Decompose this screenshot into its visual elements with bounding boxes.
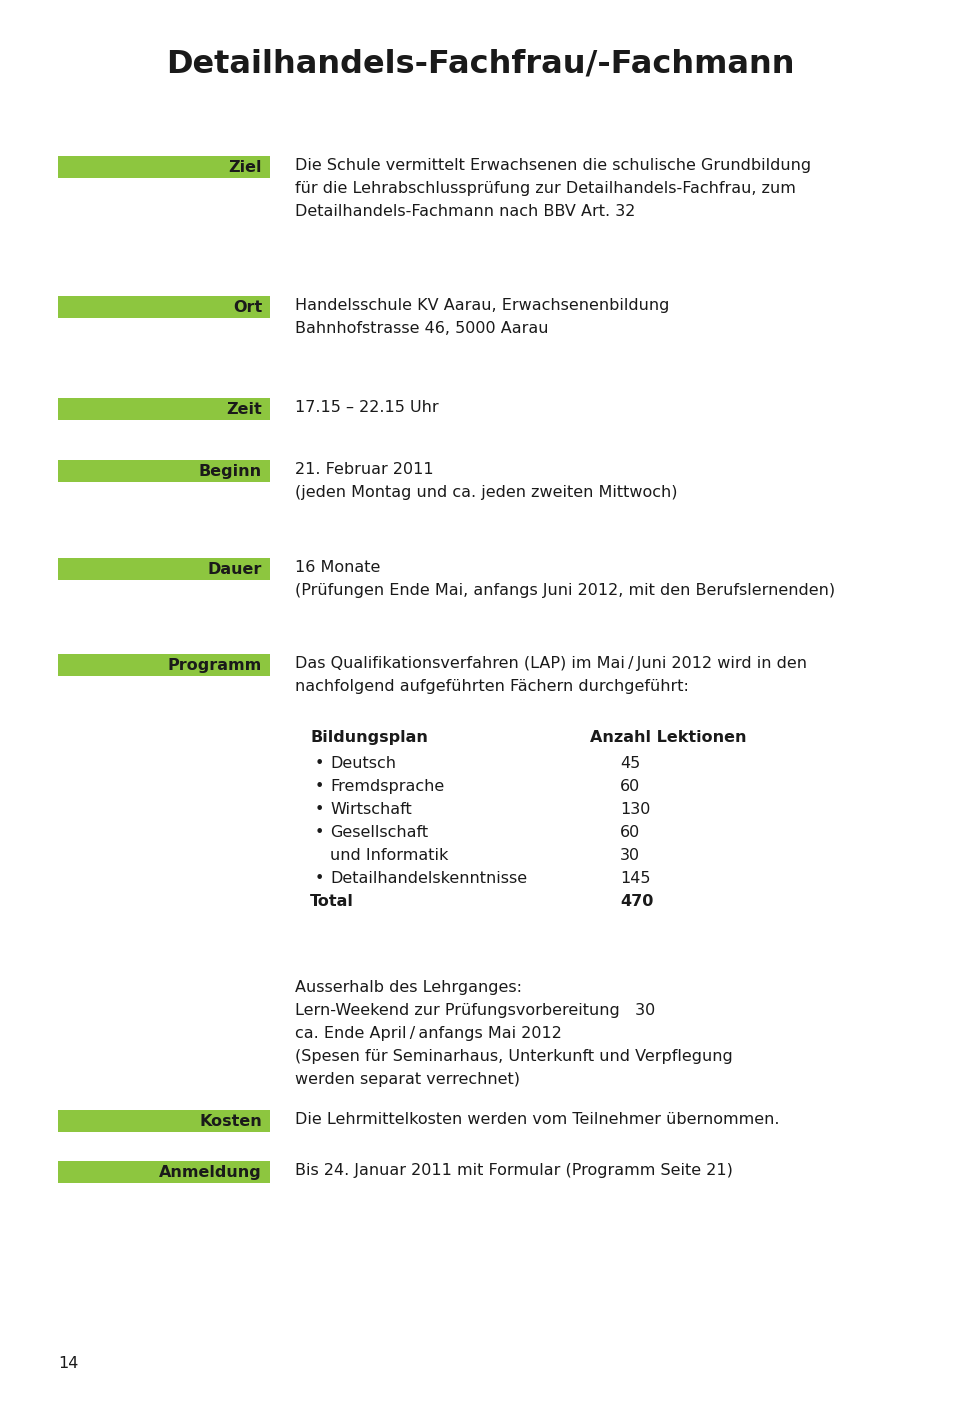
Bar xyxy=(58,398,270,420)
Text: Detailhandels-Fachmann nach BBV Art. 32: Detailhandels-Fachmann nach BBV Art. 32 xyxy=(295,205,636,219)
Text: Bahnhofstrasse 46, 5000 Aarau: Bahnhofstrasse 46, 5000 Aarau xyxy=(295,320,548,336)
Text: 16 Monate: 16 Monate xyxy=(295,560,380,576)
Text: Handelsschule KV Aarau, Erwachsenenbildung: Handelsschule KV Aarau, Erwachsenenbildu… xyxy=(295,298,669,313)
Bar xyxy=(58,559,270,580)
Text: 21. Februar 2011: 21. Februar 2011 xyxy=(295,461,434,477)
Text: 60: 60 xyxy=(620,779,640,794)
Text: Beginn: Beginn xyxy=(199,464,262,478)
Text: •: • xyxy=(315,756,324,770)
Text: 17.15 – 22.15 Uhr: 17.15 – 22.15 Uhr xyxy=(295,399,439,415)
Text: (jeden Montag und ca. jeden zweiten Mittwoch): (jeden Montag und ca. jeden zweiten Mitt… xyxy=(295,485,678,499)
Bar xyxy=(58,157,270,178)
Text: nachfolgend aufgeführten Fächern durchgeführt:: nachfolgend aufgeführten Fächern durchge… xyxy=(295,679,689,694)
Text: ca. Ende April / anfangs Mai 2012: ca. Ende April / anfangs Mai 2012 xyxy=(295,1026,562,1041)
Text: Detailhandels-Fachfrau/-Fachmann: Detailhandels-Fachfrau/-Fachmann xyxy=(166,48,794,79)
Text: Total: Total xyxy=(310,895,354,909)
Text: Ausserhalb des Lehrganges:: Ausserhalb des Lehrganges: xyxy=(295,981,522,995)
Text: Das Qualifikationsverfahren (LAP) im Mai / Juni 2012 wird in den: Das Qualifikationsverfahren (LAP) im Mai… xyxy=(295,656,807,672)
Text: •: • xyxy=(315,871,324,886)
Text: und Informatik: und Informatik xyxy=(330,848,448,864)
Text: Dauer: Dauer xyxy=(207,562,262,577)
Text: (Spesen für Seminarhaus, Unterkunft und Verpflegung: (Spesen für Seminarhaus, Unterkunft und … xyxy=(295,1048,732,1064)
Text: Bis 24. Januar 2011 mit Formular (Programm Seite 21): Bis 24. Januar 2011 mit Formular (Progra… xyxy=(295,1163,732,1178)
Bar xyxy=(58,1161,270,1184)
Text: Kosten: Kosten xyxy=(200,1113,262,1129)
Text: Ziel: Ziel xyxy=(228,159,262,175)
Bar xyxy=(58,296,270,319)
Text: Gesellschaft: Gesellschaft xyxy=(330,825,428,840)
Text: 30: 30 xyxy=(620,848,640,864)
Text: (Prüfungen Ende Mai, anfangs Juni 2012, mit den Berufslernenden): (Prüfungen Ende Mai, anfangs Juni 2012, … xyxy=(295,583,835,598)
Text: Die Lehrmittelkosten werden vom Teilnehmer übernommen.: Die Lehrmittelkosten werden vom Teilnehm… xyxy=(295,1112,780,1127)
Text: werden separat verrechnet): werden separat verrechnet) xyxy=(295,1072,520,1086)
Text: Bildungsplan: Bildungsplan xyxy=(310,729,428,745)
Bar xyxy=(58,1110,270,1132)
Text: Detailhandelskenntnisse: Detailhandelskenntnisse xyxy=(330,871,527,886)
Text: •: • xyxy=(315,825,324,840)
Text: Zeit: Zeit xyxy=(227,402,262,416)
Text: Wirtschaft: Wirtschaft xyxy=(330,801,412,817)
Text: Anzahl Lektionen: Anzahl Lektionen xyxy=(590,729,747,745)
Bar xyxy=(58,655,270,676)
Text: Fremdsprache: Fremdsprache xyxy=(330,779,444,794)
Bar xyxy=(58,460,270,483)
Text: 130: 130 xyxy=(620,801,650,817)
Text: Lern-Weekend zur Prüfungsvorbereitung   30: Lern-Weekend zur Prüfungsvorbereitung 30 xyxy=(295,1003,656,1017)
Text: 470: 470 xyxy=(620,895,654,909)
Text: 145: 145 xyxy=(620,871,651,886)
Text: für die Lehrabschlussprüfung zur Detailhandels-Fachfrau, zum: für die Lehrabschlussprüfung zur Detailh… xyxy=(295,181,796,196)
Text: Anmeldung: Anmeldung xyxy=(159,1164,262,1180)
Text: Die Schule vermittelt Erwachsenen die schulische Grundbildung: Die Schule vermittelt Erwachsenen die sc… xyxy=(295,158,811,174)
Text: 60: 60 xyxy=(620,825,640,840)
Text: Deutsch: Deutsch xyxy=(330,756,396,770)
Text: •: • xyxy=(315,779,324,794)
Text: 45: 45 xyxy=(620,756,640,770)
Text: Programm: Programm xyxy=(168,658,262,673)
Text: 14: 14 xyxy=(58,1356,79,1371)
Text: •: • xyxy=(315,801,324,817)
Text: Ort: Ort xyxy=(232,299,262,315)
